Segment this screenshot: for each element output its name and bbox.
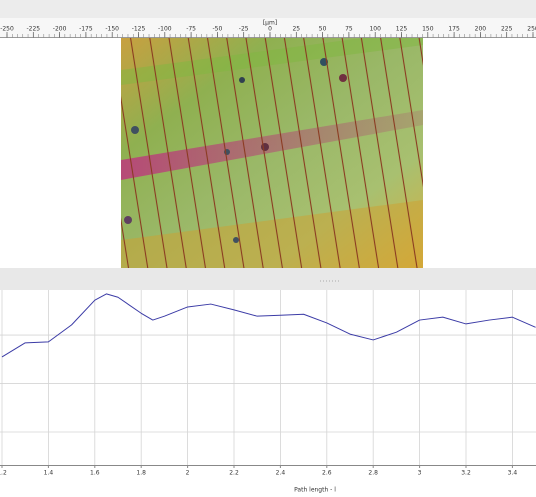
ruler-tick-label: 50	[319, 26, 327, 33]
splitter[interactable]	[0, 268, 536, 290]
ruler-tick-label: -250	[0, 26, 14, 33]
x-tick-label: 1.2	[0, 470, 7, 477]
ruler-tick-label: -175	[79, 26, 93, 33]
ruler-tick-label: -200	[53, 26, 67, 33]
x-tick-label: 3.4	[508, 470, 518, 477]
x-tick-label: 2	[186, 470, 190, 477]
ruler-tick-label: 25	[292, 26, 300, 33]
ruler-tick-label: -75	[186, 26, 196, 33]
surface-image	[121, 30, 423, 268]
x-tick-label: 2.8	[368, 470, 378, 477]
window: [µm] -250-225-200-175-150-125-100-75-50-…	[0, 0, 536, 497]
x-tick-label: 1.6	[90, 470, 100, 477]
ruler-tick-label: 100	[369, 26, 381, 33]
ruler-tick-label: -50	[212, 26, 222, 33]
ruler-tick-label: -25	[239, 26, 249, 33]
x-tick-label: 2.4	[276, 470, 286, 477]
x-tick-label: 2.6	[322, 470, 332, 477]
x-tick-label: 2.2	[229, 470, 239, 477]
ruler-tick-label: 250	[527, 26, 536, 33]
x-tick-label: 1.8	[136, 470, 146, 477]
ruler-tick-label: 0	[268, 26, 272, 33]
ruler-tick-label: 75	[345, 26, 353, 33]
ruler-tick-label: -150	[105, 26, 119, 33]
toolbar	[0, 0, 536, 18]
ruler-tick-label: -100	[158, 26, 172, 33]
x-axis-title: Path length - l	[294, 487, 336, 494]
ruler-tick-label: 225	[501, 26, 513, 33]
ruler-tick-label: 125	[396, 26, 408, 33]
x-tick-label: 3.2	[461, 470, 471, 477]
x-tick-label: 1.4	[44, 470, 54, 477]
ruler-tick-label: -225	[26, 26, 40, 33]
ruler-tick-label: -125	[132, 26, 146, 33]
ruler-tick-label: 200	[475, 26, 487, 33]
ruler-tick-label: 150	[422, 26, 434, 33]
ruler-tick-label: 175	[448, 26, 460, 33]
page: {"ruler": {"unit": "[µm]", "xlim": [-250…	[0, 0, 536, 497]
x-tick-label: 3	[418, 470, 422, 477]
